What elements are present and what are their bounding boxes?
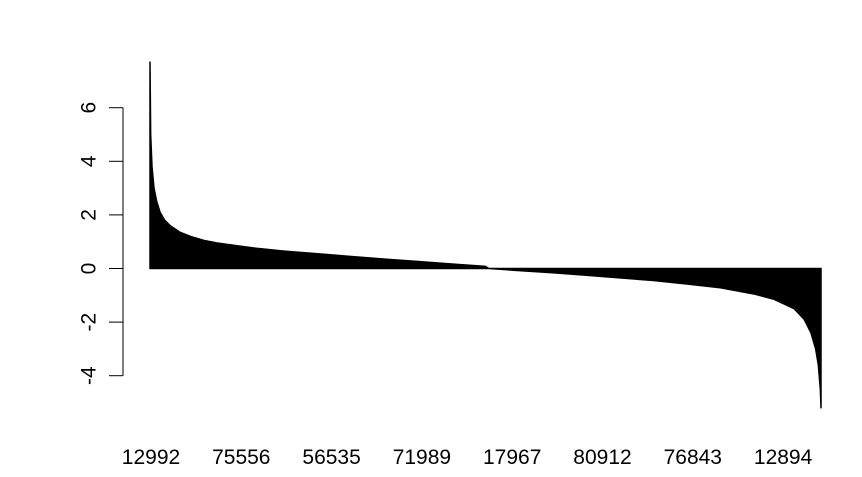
y-tick-label: -4 [77,366,100,385]
x-tick-labels: 12992 75556 56535 71989 17967 80912 76843 12894 [122,446,813,469]
x-tick-label: 56535 [302,446,360,469]
x-tick-label: 75556 [212,446,270,469]
y-tick-label: 2 [77,209,100,221]
x-tick-label: 76843 [664,446,722,469]
bars [149,61,822,409]
x-tick-label: 12992 [122,446,180,469]
x-tick-label: 12894 [754,446,813,469]
y-axis: -4 -2 0 2 4 6 [77,102,124,385]
y-tick-label: -2 [77,313,100,332]
x-tick-label: 71989 [393,446,451,469]
y-tick-label: 6 [77,102,100,114]
x-tick-label: 80912 [573,446,631,469]
y-tick-label: 0 [77,263,100,275]
x-tick-label: 17967 [483,446,541,469]
bar-series [149,61,822,409]
y-tick-label: 4 [77,155,100,167]
